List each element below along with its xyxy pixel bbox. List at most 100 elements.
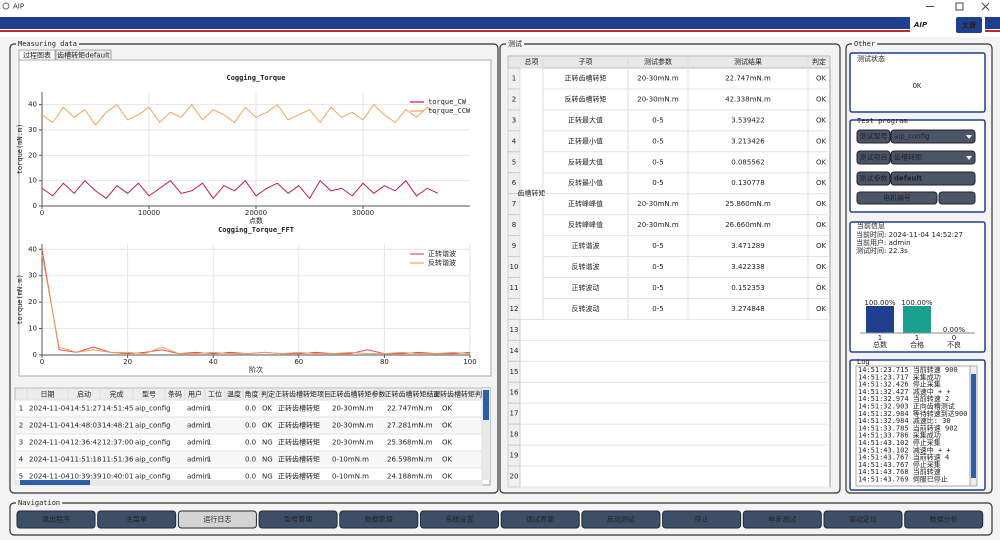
log-line: 14:51:23.715 当前转速 900 xyxy=(858,365,958,374)
field-input[interactable] xyxy=(890,129,976,144)
column-header: 总项 xyxy=(525,57,539,66)
field-input[interactable] xyxy=(938,191,976,205)
table-cell: 正转最小值 xyxy=(568,136,603,145)
table-cell: 1 xyxy=(207,456,211,464)
log-scroll-thumb[interactable] xyxy=(971,374,976,478)
log-line: 14:51:32.427 减速中 + + xyxy=(858,387,951,396)
table-cell: 20-30mN.m xyxy=(332,422,374,430)
table-cell: 20-30mN.m xyxy=(332,405,374,413)
table-cell: admin xyxy=(187,456,209,464)
nav-button[interactable] xyxy=(16,510,96,529)
tab-label: 过程图表 xyxy=(23,51,51,60)
nav-button[interactable] xyxy=(258,510,338,529)
table-cell: 24.188mN.m xyxy=(387,473,433,481)
nav-button-label: 主菜单 xyxy=(126,515,147,524)
field-value: default xyxy=(894,175,923,183)
nav-button[interactable] xyxy=(662,510,742,529)
info-line: 当前用户: admin xyxy=(856,238,911,247)
group-title: 测试 xyxy=(508,39,522,48)
log-line: 14:51:32.903 正向齿槽测试 xyxy=(858,402,955,411)
table-cell: 25.368mN.m xyxy=(387,439,433,447)
table-cell: admin xyxy=(187,439,209,447)
v-scroll-thumb[interactable] xyxy=(483,390,489,420)
row-number: 7 xyxy=(512,200,516,208)
legend-label: torque_CCW xyxy=(428,107,471,115)
row-number: 2 xyxy=(512,95,516,103)
logo-cn: 文普 xyxy=(962,21,976,30)
group-title: Navigation xyxy=(18,499,60,507)
column-header: 条码 xyxy=(168,390,182,399)
row-number: 12 xyxy=(510,305,519,313)
column-header: 正转齿槽转矩判定 xyxy=(433,390,489,399)
row-number: 15 xyxy=(510,368,519,376)
button[interactable] xyxy=(856,191,938,205)
field-input[interactable] xyxy=(890,150,976,165)
chart-title: Cogging_Torque_FFT xyxy=(218,226,294,234)
table-cell: 正转峰峰值 xyxy=(568,199,603,208)
table-cell: 0-5 xyxy=(652,305,663,313)
column-header: 角度 xyxy=(245,390,259,399)
nav-button[interactable] xyxy=(581,510,661,529)
table-cell: 42.338mN.m xyxy=(725,95,771,103)
table-cell: 0-5 xyxy=(652,158,663,166)
nav-button[interactable] xyxy=(97,510,177,529)
table-cell: OK xyxy=(442,405,453,413)
chart-title: Cogging_Torque xyxy=(226,74,285,82)
row-number: 1 xyxy=(19,405,23,413)
table-cell: NG xyxy=(262,456,273,464)
nav-button[interactable] xyxy=(339,510,419,529)
y-tick-label: 10 xyxy=(28,325,37,333)
x-tick-label: 100 xyxy=(463,358,476,366)
category-label: 不良 xyxy=(947,340,961,349)
row-number: 11 xyxy=(510,284,519,292)
row-number: 3 xyxy=(19,439,23,447)
header-stripe-red xyxy=(0,30,1000,32)
field-label-text: 测试项目 xyxy=(860,153,888,162)
maximize-button[interactable] xyxy=(955,2,964,11)
table-cell: 2024-11-04 xyxy=(29,405,70,413)
verdict: OK xyxy=(816,74,827,82)
nav-button[interactable] xyxy=(420,510,499,529)
row-number: 2 xyxy=(19,422,23,430)
info-line: 当前时间: 2024-11-04 14:52:27 xyxy=(856,230,963,239)
group-box xyxy=(9,43,499,494)
h-scroll-thumb[interactable] xyxy=(20,480,90,485)
table-cell: 0-5 xyxy=(652,116,663,124)
column-header: 正转齿槽转矩项目 xyxy=(275,390,331,399)
close-button[interactable] xyxy=(981,2,990,11)
field-input[interactable] xyxy=(890,171,976,186)
y-tick-label: 20 xyxy=(28,298,37,306)
row-number: 10 xyxy=(510,263,519,271)
row-number: 20 xyxy=(510,473,519,481)
log-line: 14:51:43.768 当前转速 xyxy=(858,467,941,476)
x-tick-label: 0 xyxy=(40,358,44,366)
column-header: 正转齿槽转矩结果 xyxy=(385,390,441,399)
table-cell: 正转波动 xyxy=(572,283,600,292)
table-cell: 10:40:01 xyxy=(102,473,133,481)
window-title: AIP xyxy=(13,3,24,11)
row-number: 3 xyxy=(512,116,516,124)
table-cell: 正转齿槽转矩 xyxy=(278,438,320,447)
log-line: 14:51:32.984 减速比: 30 xyxy=(858,416,951,425)
table-cell: 3.471289 xyxy=(731,242,764,250)
nav-button xyxy=(177,510,257,529)
row-number: 8 xyxy=(512,221,516,229)
y-axis-label: torque(mN.m) xyxy=(16,274,24,325)
row-number: 5 xyxy=(19,473,23,481)
nav-button[interactable] xyxy=(823,510,903,529)
nav-button[interactable] xyxy=(904,510,984,529)
verdict: OK xyxy=(816,200,827,208)
logo: AIP xyxy=(913,21,928,29)
table-cell: 26.598mN.m xyxy=(387,456,433,464)
table-cell: 3.422338 xyxy=(731,263,764,271)
log-line: 14:51:43.769 伺服已停止 xyxy=(858,475,948,484)
table-cell: admin xyxy=(187,473,209,481)
status-title: 测试状态 xyxy=(857,54,885,63)
log-line: 14:51:43.767 停止采集 xyxy=(858,460,941,469)
nav-button[interactable] xyxy=(742,510,822,529)
table-cell: 正转齿槽转矩 xyxy=(278,421,320,430)
y-tick-label: 0 xyxy=(33,351,37,359)
column-header: 判定 xyxy=(812,57,826,66)
row-number: 16 xyxy=(510,389,519,397)
nav-button[interactable] xyxy=(500,510,580,529)
